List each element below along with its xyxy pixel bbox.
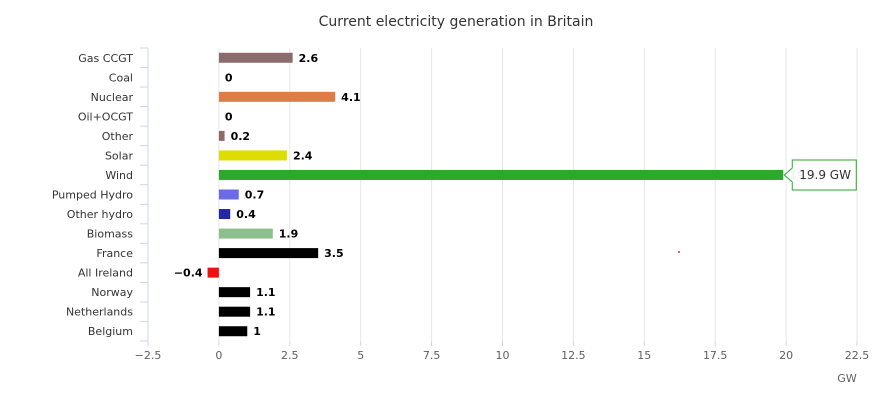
bar (218, 306, 251, 317)
category-label: Wind (105, 169, 133, 182)
data-label: 0.2 (231, 130, 251, 143)
bar (218, 52, 293, 63)
data-label: 2.4 (293, 149, 313, 162)
data-label: 1.9 (279, 228, 299, 241)
bar (218, 248, 319, 259)
category-label: France (96, 247, 133, 260)
x-tick-label: 17.5 (703, 349, 728, 362)
bar (218, 287, 251, 298)
x-tick-label: 0 (215, 349, 222, 362)
data-label: 0.7 (245, 189, 265, 202)
x-tick-label: 20 (779, 349, 793, 362)
x-tick-label: 12.5 (561, 349, 586, 362)
category-label: All Ireland (78, 267, 133, 280)
data-label: 4.1 (341, 91, 361, 104)
x-tick-label: −2.5 (135, 349, 162, 362)
bar (218, 91, 336, 102)
category-label: Coal (109, 71, 133, 84)
data-label: −0.4 (174, 267, 203, 280)
category-label: Norway (91, 286, 133, 299)
category-label: Oil+OCGT (78, 110, 133, 123)
x-tick-label: 10 (496, 349, 510, 362)
bar (218, 228, 273, 239)
data-label: 1.1 (256, 286, 276, 299)
data-label: 2.6 (299, 52, 319, 65)
bar (218, 169, 784, 180)
category-label: Solar (105, 149, 134, 162)
data-label: 0.4 (236, 208, 256, 221)
category-label: Nuclear (91, 91, 134, 104)
category-label: Gas CCGT (78, 52, 133, 65)
x-tick-label: 7.5 (423, 349, 441, 362)
bar (218, 150, 287, 161)
data-label: 0 (225, 110, 233, 123)
value-axis: −2.5 0 2.5 5 7.5 10 12.5 15 17.5 20 22.5 (135, 341, 870, 362)
chart-title: Current electricity generation in Britai… (319, 14, 594, 30)
x-tick-label: 22.5 (845, 349, 870, 362)
data-label: 0 (225, 71, 233, 84)
bar (218, 189, 239, 200)
tooltip-text: 19.9 GW (799, 168, 851, 182)
x-axis-title: GW (837, 372, 857, 385)
bar (218, 209, 231, 220)
data-label: 3.5 (324, 247, 344, 260)
data-label: 1 (253, 325, 261, 338)
x-tick-label: 5 (357, 349, 364, 362)
tooltip: 19.9 GW (783, 159, 857, 191)
bar (218, 326, 248, 337)
data-label: 1.1 (256, 306, 276, 319)
category-label: Other (102, 130, 134, 143)
x-tick-label: 15 (637, 349, 651, 362)
stray-dot (678, 251, 680, 253)
category-label: Pumped Hydro (52, 189, 133, 202)
x-tick-label: 2.5 (281, 349, 299, 362)
tooltip-box (783, 159, 857, 191)
category-label: Belgium (88, 325, 133, 338)
category-label: Other hydro (67, 208, 133, 221)
bar-series (207, 52, 784, 337)
category-axis: Gas CCGT Coal Nuclear Oil+OCGT Other Solar Win… (52, 47, 149, 342)
bar (218, 130, 225, 141)
bar (207, 267, 219, 278)
category-label: Netherlands (66, 306, 133, 319)
category-label: Biomass (87, 228, 134, 241)
